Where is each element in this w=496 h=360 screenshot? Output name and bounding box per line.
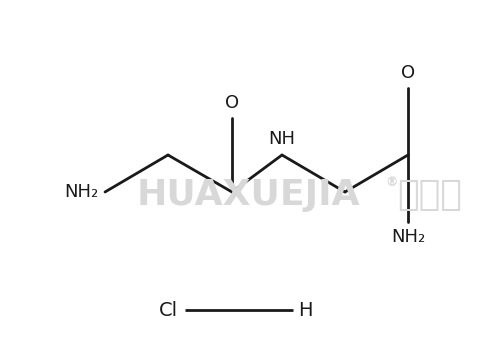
Text: HUAXUEJIA: HUAXUEJIA <box>136 178 360 212</box>
Text: 化学加: 化学加 <box>398 178 462 212</box>
Text: O: O <box>401 64 415 82</box>
Text: NH₂: NH₂ <box>64 183 98 201</box>
Text: ®: ® <box>385 176 397 189</box>
Text: H: H <box>298 301 312 320</box>
Text: O: O <box>225 94 239 112</box>
Text: NH: NH <box>268 130 296 148</box>
Text: Cl: Cl <box>159 301 178 320</box>
Text: NH₂: NH₂ <box>391 228 425 246</box>
